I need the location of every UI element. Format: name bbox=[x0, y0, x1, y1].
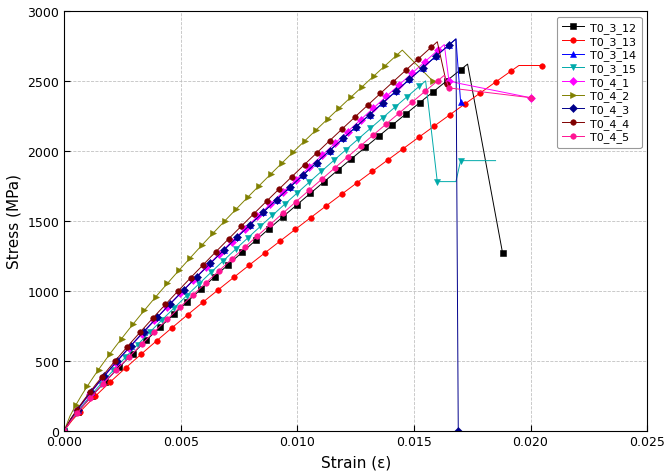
T0_4_2 bbox=[358, 85, 366, 90]
T0_4_3 bbox=[153, 315, 161, 321]
T0_3_13 bbox=[337, 192, 345, 198]
T0_4_4 bbox=[443, 82, 451, 88]
X-axis label: Strain (ε): Strain (ε) bbox=[321, 454, 391, 469]
T0_3_13 bbox=[222, 281, 230, 287]
Line: T0_4_2: T0_4_2 bbox=[61, 48, 435, 434]
T0_4_3 bbox=[454, 428, 462, 434]
T0_4_5 bbox=[247, 239, 255, 245]
Line: T0_4_5: T0_4_5 bbox=[61, 73, 534, 434]
T0_3_13 bbox=[538, 63, 546, 69]
T0_3_15 bbox=[491, 159, 499, 164]
T0_3_12 bbox=[204, 280, 212, 286]
T0_3_13 bbox=[307, 215, 315, 221]
T0_3_12 bbox=[416, 100, 424, 106]
T0_4_2 bbox=[140, 308, 149, 314]
T0_3_12 bbox=[306, 191, 314, 197]
Y-axis label: Stress (MPa): Stress (MPa) bbox=[7, 174, 22, 269]
T0_4_5 bbox=[183, 298, 191, 304]
T0_3_12 bbox=[279, 214, 287, 220]
T0_4_1 bbox=[526, 96, 534, 101]
T0_3_12 bbox=[60, 428, 69, 434]
Line: T0_3_15: T0_3_15 bbox=[61, 79, 499, 434]
T0_3_14 bbox=[273, 197, 281, 203]
T0_4_3 bbox=[405, 77, 413, 83]
T0_4_1 bbox=[456, 82, 464, 88]
T0_4_3 bbox=[60, 428, 69, 434]
T0_4_4 bbox=[149, 316, 157, 321]
T0_4_4 bbox=[193, 268, 201, 274]
T0_4_4 bbox=[389, 80, 397, 86]
T0_3_15 bbox=[250, 230, 258, 236]
T0_4_4 bbox=[136, 330, 144, 336]
Line: T0_3_13: T0_3_13 bbox=[61, 64, 545, 434]
T0_4_3 bbox=[140, 329, 148, 335]
T0_4_5 bbox=[440, 73, 448, 79]
T0_4_2 bbox=[60, 428, 69, 434]
T0_4_4 bbox=[60, 428, 69, 434]
T0_3_14 bbox=[456, 100, 464, 106]
T0_4_5 bbox=[60, 428, 69, 434]
T0_3_15 bbox=[421, 79, 429, 85]
T0_4_1 bbox=[260, 208, 268, 214]
Line: T0_4_3: T0_4_3 bbox=[61, 37, 461, 434]
T0_4_4 bbox=[263, 199, 271, 205]
T0_3_12 bbox=[142, 338, 151, 344]
T0_4_3 bbox=[200, 268, 208, 273]
T0_3_13 bbox=[60, 428, 69, 434]
Line: T0_4_4: T0_4_4 bbox=[61, 40, 450, 434]
T0_4_5 bbox=[456, 87, 464, 93]
Line: T0_4_1: T0_4_1 bbox=[61, 43, 534, 434]
T0_4_1 bbox=[247, 220, 255, 226]
T0_3_15 bbox=[110, 368, 118, 374]
Line: T0_3_14: T0_3_14 bbox=[61, 37, 464, 434]
T0_3_14 bbox=[200, 268, 208, 273]
T0_3_15 bbox=[220, 258, 228, 264]
T0_4_3 bbox=[452, 37, 460, 43]
T0_4_4 bbox=[433, 40, 442, 46]
T0_3_13 bbox=[153, 338, 161, 344]
T0_4_2 bbox=[429, 79, 437, 85]
T0_4_1 bbox=[440, 42, 448, 48]
T0_4_1 bbox=[337, 135, 345, 141]
T0_4_1 bbox=[183, 284, 191, 290]
T0_4_5 bbox=[260, 228, 268, 233]
T0_3_15 bbox=[311, 175, 319, 180]
T0_4_2 bbox=[267, 172, 275, 178]
T0_4_2 bbox=[243, 195, 251, 201]
T0_3_12 bbox=[156, 325, 164, 330]
Legend: T0_3_12, T0_3_13, T0_3_14, T0_3_15, T0_4_1, T0_4_2, T0_4_3, T0_4_4, T0_4_5: T0_3_12, T0_3_13, T0_3_14, T0_3_15, T0_4… bbox=[556, 18, 642, 149]
T0_3_14 bbox=[140, 329, 148, 335]
T0_3_13 bbox=[168, 325, 176, 331]
T0_4_5 bbox=[170, 310, 178, 316]
T0_4_1 bbox=[170, 298, 178, 303]
T0_3_14 bbox=[452, 37, 460, 43]
T0_3_15 bbox=[60, 428, 69, 434]
T0_4_5 bbox=[337, 160, 345, 166]
T0_4_1 bbox=[60, 428, 69, 434]
T0_3_13 bbox=[515, 63, 523, 69]
T0_3_15 bbox=[305, 180, 313, 186]
T0_4_3 bbox=[299, 173, 307, 178]
T0_4_4 bbox=[288, 175, 296, 180]
T0_3_14 bbox=[299, 173, 307, 178]
Line: T0_3_12: T0_3_12 bbox=[61, 62, 505, 434]
T0_3_12 bbox=[499, 250, 507, 256]
T0_3_14 bbox=[405, 77, 413, 83]
T0_3_15 bbox=[275, 208, 283, 213]
T0_4_3 bbox=[273, 197, 281, 203]
T0_4_2 bbox=[398, 48, 407, 54]
T0_4_2 bbox=[129, 322, 137, 327]
T0_4_2 bbox=[181, 262, 189, 268]
T0_3_13 bbox=[461, 102, 469, 108]
T0_3_14 bbox=[153, 315, 161, 321]
T0_3_14 bbox=[60, 428, 69, 434]
T0_3_12 bbox=[464, 62, 472, 68]
T0_4_5 bbox=[526, 96, 534, 101]
